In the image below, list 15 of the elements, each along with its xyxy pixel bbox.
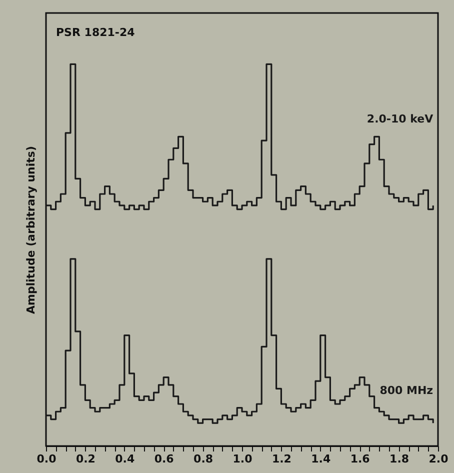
y-axis-title: Amplitude (arbitrary units) (24, 146, 38, 314)
x-tick-label: 0.2 (76, 452, 96, 466)
text: PSR 1821-24 (56, 26, 136, 39)
x-tick-label: 0.4 (115, 452, 135, 466)
x-tick-label: 0.6 (154, 452, 174, 466)
series-label: 800 MHz (380, 384, 434, 397)
x-tick-label: 2.0 (428, 452, 449, 466)
x-tick-label: 1.0 (232, 452, 253, 466)
x-tick-label: 0.8 (194, 452, 214, 466)
x-tick-label: 1.2 (272, 452, 292, 466)
series-label: 2.0-10 keV (366, 112, 434, 126)
x-tick-label: 0.0 (36, 452, 57, 466)
x-tick-label: 1.8 (390, 452, 410, 466)
x-tick-label: 1.4 (311, 452, 331, 466)
x-tick-label: 1.6 (350, 452, 370, 466)
